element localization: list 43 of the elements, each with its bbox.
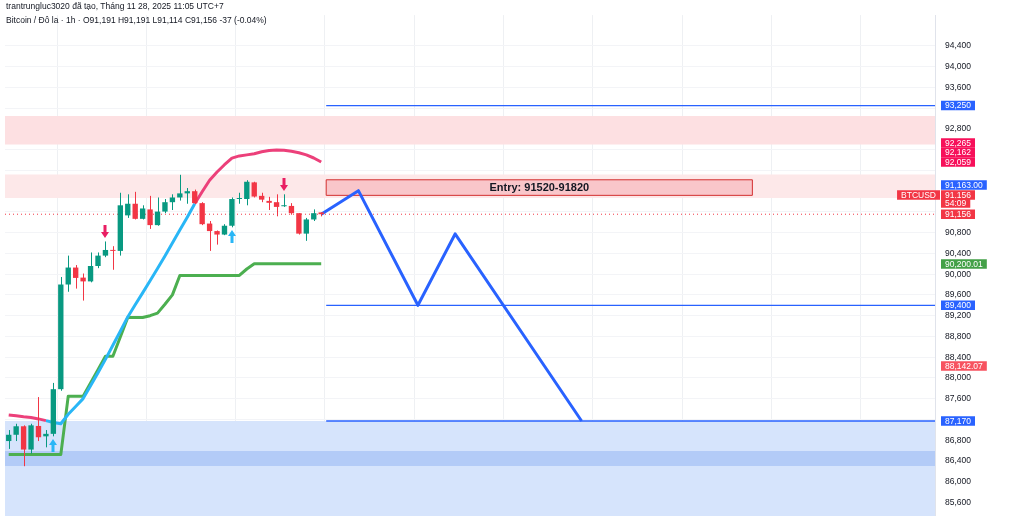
text: 92,059 [945, 156, 972, 167]
y-tick-label: 90,400 [945, 247, 972, 258]
y-tick-label: 85,600 [945, 496, 972, 507]
y-tick-label: 88,800 [945, 330, 972, 341]
chart-subtitle: Bitcoin / Đô la · 1h · O91,191 H91,191 L91,114 C91,156 -37 (-0.04%) [6, 15, 267, 25]
y-tick-label: 92,800 [945, 123, 972, 134]
text: 91,163.00 [945, 179, 984, 190]
y-tick-label: 90,000 [945, 268, 972, 279]
ref-line-label: 87,170 [945, 415, 972, 426]
y-tick-label: 89,200 [945, 310, 972, 321]
ref-line-label: 91,156 [945, 209, 972, 220]
text: 92,162 [945, 147, 972, 158]
y-tick-label: 90,800 [945, 227, 972, 238]
band-label: Entry: 91520-91820 [489, 180, 590, 193]
ref-line-label: 93,250 [945, 100, 972, 111]
candlestick [229, 196, 235, 228]
candlestick [110, 245, 116, 271]
y-tick-label: 88,400 [945, 351, 972, 362]
candlestick [296, 212, 302, 236]
candlestick [281, 193, 287, 208]
chart-title: trantrungluc3020 đã tạo, Tháng 11 28, 2025 11:05 UTC+7 [6, 1, 224, 11]
y-tick-label: 94,000 [945, 61, 972, 72]
y-tick-label: 87,600 [945, 393, 972, 404]
y-tick-label: 94,400 [945, 40, 972, 51]
y-tick-label: 93,600 [945, 81, 972, 92]
y-tick-label: 86,400 [945, 455, 972, 466]
candlestick [214, 229, 220, 246]
y-tick-label: 88,000 [945, 372, 972, 383]
text: 92,265 [945, 137, 972, 148]
candlestick [13, 423, 19, 442]
y-tick-label: 86,800 [945, 434, 972, 445]
candlestick [28, 423, 34, 455]
text: 90,200.01 [945, 258, 984, 269]
ref-line-label: 89,400 [945, 300, 972, 311]
annotation: BTCUSD [901, 189, 937, 200]
candlestick [177, 174, 183, 202]
text: 54:09 [945, 197, 967, 208]
candlestick [266, 196, 272, 211]
y-tick-label: 89,600 [945, 289, 972, 300]
candlestick [162, 198, 168, 214]
text: 91,156 [945, 189, 972, 200]
text: 88,142.07 [945, 360, 984, 371]
y-tick-label: 86,000 [945, 476, 972, 487]
